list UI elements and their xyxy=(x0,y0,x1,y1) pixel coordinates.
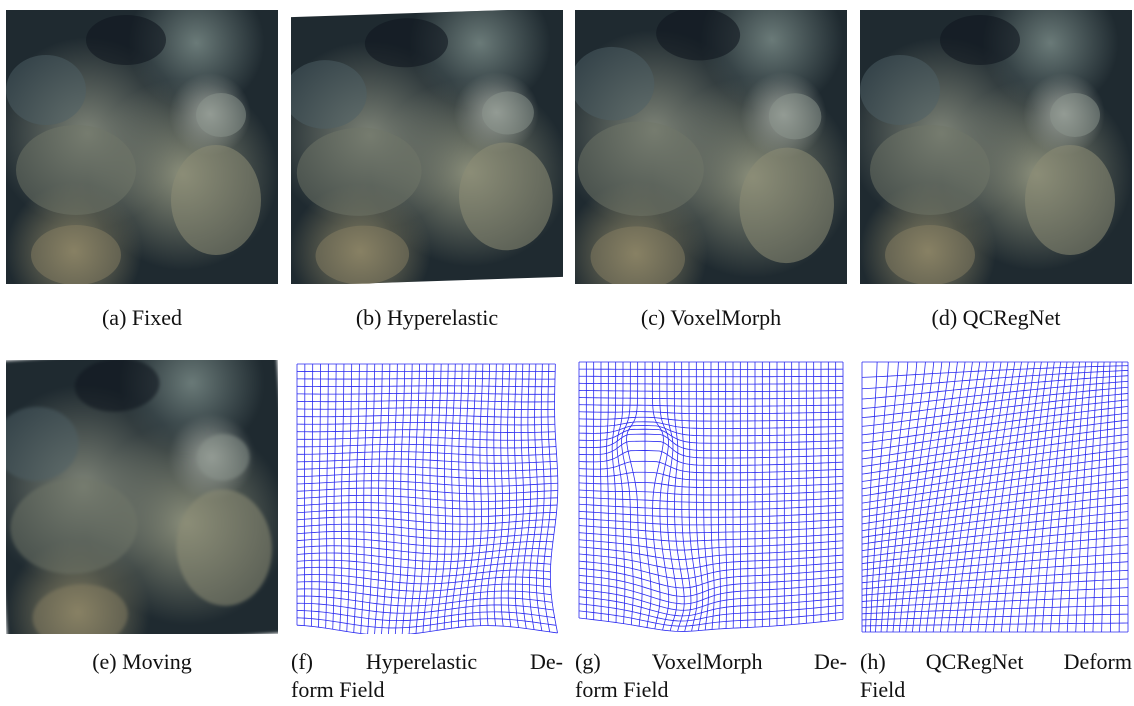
grid-line xyxy=(579,561,843,579)
caption-line: (c) VoxelMorph xyxy=(575,304,847,332)
grid-line xyxy=(862,503,1128,537)
caption-line: (g) VoxelMorph De- xyxy=(575,648,847,676)
grid-line xyxy=(326,364,329,628)
caption-line: (b) Hyperelastic xyxy=(291,304,563,332)
qcregnet-field xyxy=(860,360,1132,634)
caption: (c) VoxelMorph xyxy=(575,304,847,332)
grid-line xyxy=(297,510,557,517)
caption: (e) Moving xyxy=(6,648,278,676)
caption-line: form Field xyxy=(291,676,563,704)
grid-line xyxy=(297,459,557,463)
moving-image xyxy=(6,360,278,634)
caption: (f) Hyperelastic De-form Field xyxy=(291,648,563,704)
grid-line xyxy=(297,444,556,448)
grid-line xyxy=(862,456,1128,496)
caption: (g) VoxelMorph De-form Field xyxy=(575,648,847,704)
grid-line xyxy=(682,362,691,631)
caption-line: form Field xyxy=(575,676,847,704)
grid-line xyxy=(388,364,397,634)
grid-line xyxy=(297,481,558,487)
grid-line xyxy=(550,364,557,633)
grid-line xyxy=(319,364,321,627)
grid-line xyxy=(297,466,557,471)
caption-line: (h) QCRegNet Deform xyxy=(860,648,1132,676)
grid-line xyxy=(579,604,843,621)
grid-line xyxy=(361,364,367,633)
voxelmorph-image xyxy=(575,10,847,284)
grid-line xyxy=(579,575,843,596)
grid-line xyxy=(866,362,878,632)
grid-line xyxy=(696,362,702,631)
grid-line xyxy=(297,582,551,592)
grid-line xyxy=(297,474,558,479)
grid-line xyxy=(381,364,389,634)
grid-line xyxy=(862,366,1128,378)
grid-line xyxy=(862,376,1128,399)
grid-line xyxy=(704,362,709,630)
grid-line xyxy=(304,364,305,626)
hyperelastic-image xyxy=(291,10,563,284)
grid-line xyxy=(674,362,684,631)
caption-line: (a) Fixed xyxy=(6,304,278,332)
grid-line xyxy=(612,362,617,623)
grid-line xyxy=(617,362,625,624)
grid-line xyxy=(1084,362,1098,632)
grid-line xyxy=(579,547,843,560)
grid-line xyxy=(297,524,555,532)
grid-line xyxy=(993,362,1028,632)
grid-line xyxy=(297,452,557,456)
grid-line xyxy=(862,579,1128,595)
caption: (a) Fixed xyxy=(6,304,278,332)
grid-line xyxy=(297,531,554,539)
grid-line xyxy=(875,362,898,632)
grid-line xyxy=(297,589,551,599)
grid-line xyxy=(862,623,1128,626)
caption-line: (d) QCRegNet xyxy=(860,304,1132,332)
grid-line xyxy=(579,590,843,611)
qcregnet-image xyxy=(860,10,1132,284)
caption-line: Field xyxy=(860,676,1132,704)
grid-line xyxy=(297,495,558,501)
grid-line xyxy=(297,517,556,524)
grid-line xyxy=(862,495,1128,530)
grid-line xyxy=(718,362,720,629)
grid-line xyxy=(311,364,312,626)
grid-line xyxy=(862,588,1128,602)
caption: (b) Hyperelastic xyxy=(291,304,563,332)
hyperelastic-field xyxy=(291,360,563,634)
caption: (d) QCRegNet xyxy=(860,304,1132,332)
grid-line xyxy=(579,597,843,616)
grid-line xyxy=(579,540,843,550)
caption-line: (e) Moving xyxy=(6,648,278,676)
grid-line xyxy=(955,362,994,632)
grid-line xyxy=(627,362,643,626)
figure: (a) Fixed (b) Hyperelastic (c) VoxelMorp… xyxy=(0,0,1134,706)
fixed-image xyxy=(6,10,278,284)
grid-line xyxy=(297,503,557,510)
grid-line xyxy=(409,364,419,634)
grid-line xyxy=(579,568,843,588)
grid-line xyxy=(579,618,843,631)
grid-line xyxy=(375,364,383,634)
grid-line xyxy=(368,364,375,634)
grid-line xyxy=(622,362,634,625)
grid-line xyxy=(579,582,843,603)
grid-line xyxy=(1001,362,1035,632)
voxelmorph-field xyxy=(575,360,847,634)
caption-line: (f) Hyperelastic De- xyxy=(291,648,563,676)
grid-line xyxy=(1119,362,1122,632)
grid-line xyxy=(297,596,552,606)
grid-line xyxy=(297,488,558,494)
grid-line xyxy=(862,487,1128,524)
grid-line xyxy=(652,362,663,629)
grid-line xyxy=(986,362,1022,632)
grid-line xyxy=(1076,362,1092,632)
grid-line xyxy=(297,437,556,440)
